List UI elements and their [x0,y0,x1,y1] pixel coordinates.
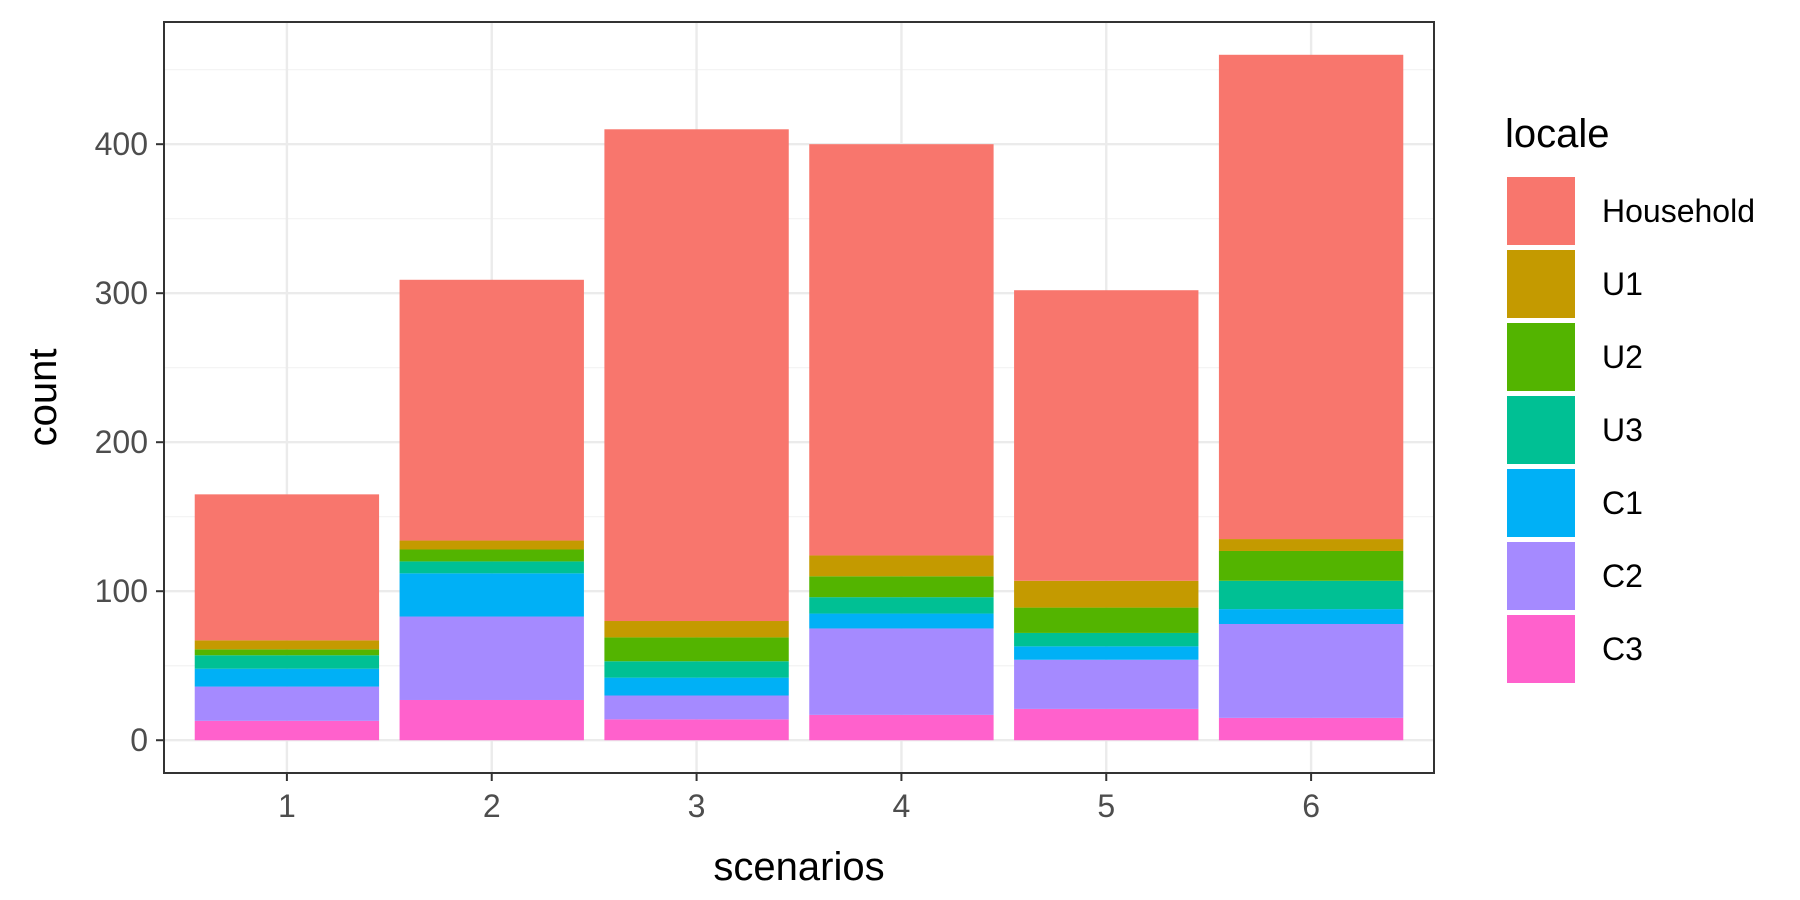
legend-label-u2: U2 [1602,339,1643,375]
legend: locale Household U1 U2 U3 C1 C2 C3 [1505,112,1755,683]
bar-segment-c1-5 [1014,646,1199,660]
bar-segment-c3-6 [1218,717,1404,741]
legend-label-c1: C1 [1602,485,1643,521]
bar-segment-c1-2 [399,573,584,617]
bar-segment-u2-6 [1218,550,1404,581]
bar-segment-c3-5 [1014,708,1199,741]
bar-segment-household-1 [194,494,380,641]
x-tick-label: 1 [278,788,296,824]
legend-key-u2 [1507,323,1575,391]
bar-segment-u1-2 [399,540,584,550]
bar-segment-u3-1 [194,655,380,669]
bar-segment-c1-3 [604,677,789,696]
bars [194,54,1404,741]
legend-label-household: Household [1602,193,1755,229]
bar-segment-u3-2 [399,561,584,574]
bar-segment-u2-5 [1014,607,1199,633]
bar-segment-c2-5 [1014,659,1199,709]
y-tick-label: 100 [95,573,148,609]
legend-label-c2: C2 [1602,558,1643,594]
bar-segment-c3-4 [809,714,994,741]
y-tick-label: 300 [95,275,148,311]
bar-segment-u1-5 [1014,580,1199,608]
y-tick-label: 200 [95,424,148,460]
legend-key-u3 [1507,396,1575,464]
bar-segment-c2-3 [604,695,789,720]
x-axis-title: scenarios [713,845,884,889]
bar-segment-c1-4 [809,613,994,629]
bar-segment-household-3 [604,129,789,622]
bar-segment-u2-1 [194,649,380,656]
bar-segment-u3-6 [1218,580,1404,610]
legend-key-c3 [1507,615,1575,683]
bar-segment-c2-4 [809,628,994,715]
panel-border [163,21,1435,774]
bar-segment-u3-3 [604,661,789,678]
bar-segment-u3-4 [809,597,994,614]
x-tick-label: 3 [688,788,706,824]
legend-key-household [1507,177,1575,245]
x-tick-label: 5 [1097,788,1115,824]
bar-segment-u2-2 [399,549,584,562]
bar-segment-u2-3 [604,637,789,662]
bar-segment-c3-1 [194,720,380,741]
bar-segment-u1-1 [194,640,380,650]
y-tick-label: 400 [95,126,148,162]
legend-key-c2 [1507,542,1575,610]
legend-key-c1 [1507,469,1575,537]
x-tick-label: 2 [483,788,501,824]
x-tick-label: 6 [1302,788,1320,824]
bar-segment-c1-1 [194,668,380,687]
bar-segment-household-2 [399,279,584,541]
bar-segment-c2-1 [194,686,380,721]
legend-label-c3: C3 [1602,631,1643,667]
legend-key-u1 [1507,250,1575,318]
x-tick-label: 4 [893,788,911,824]
bar-segment-c2-6 [1218,623,1404,718]
bar-segment-c2-2 [399,616,584,700]
legend-label-u3: U3 [1602,412,1643,448]
legend-label-u1: U1 [1602,266,1643,302]
bar-segment-household-6 [1218,54,1404,540]
bar-segment-c3-3 [604,719,789,741]
bar-segment-u2-4 [809,576,994,598]
bar-segment-c1-6 [1218,609,1404,624]
bar-segment-u3-5 [1014,632,1199,647]
bar-segment-c3-2 [399,699,584,741]
bar-segment-household-5 [1014,290,1199,581]
legend-title: locale [1505,112,1610,156]
y-axis-title: count [21,349,65,447]
bar-segment-u1-4 [809,555,994,577]
y-tick-label: 0 [130,722,148,758]
bar-segment-u1-3 [604,621,789,638]
axes: 0 100 200 300 400 1 2 3 4 5 6 [95,126,1320,824]
bar-segment-u1-6 [1218,539,1404,551]
bar-segment-household-4 [809,144,994,556]
